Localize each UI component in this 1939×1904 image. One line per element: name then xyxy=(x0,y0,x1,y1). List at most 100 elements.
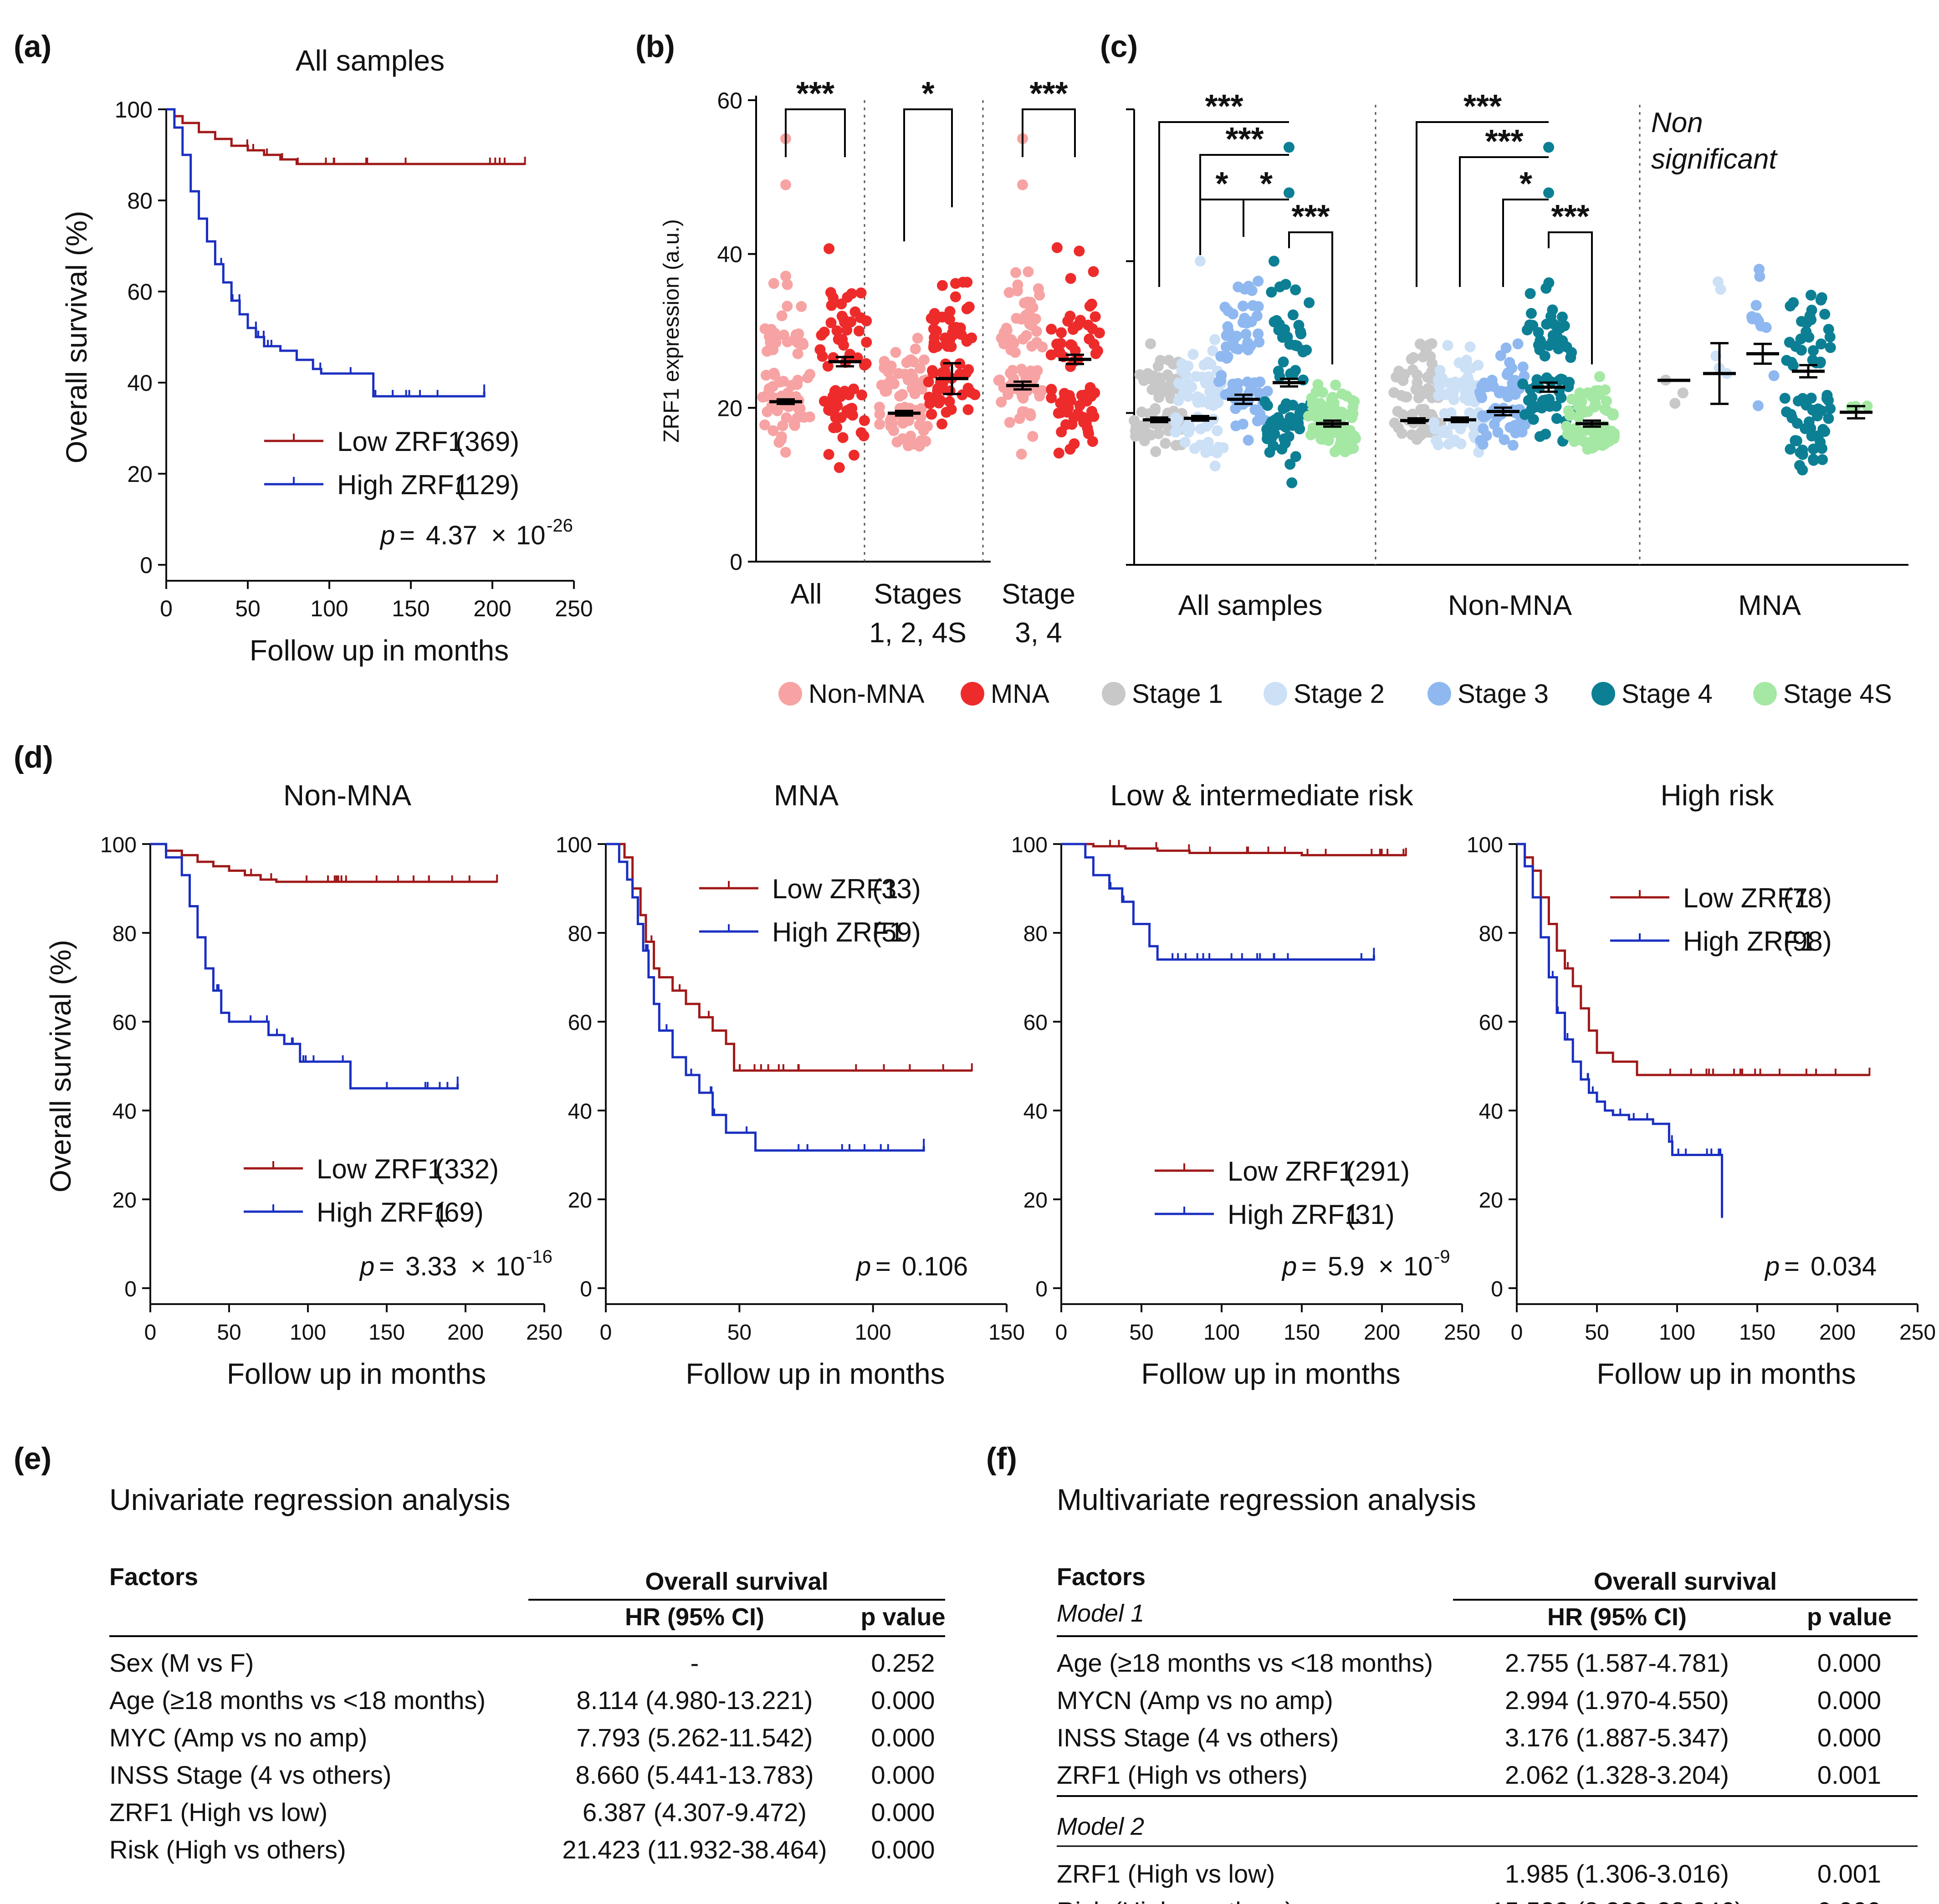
dot-stage4 xyxy=(1797,464,1808,476)
p-label: p xyxy=(1281,1252,1297,1281)
legend-label: High ZRF1 xyxy=(1683,926,1815,957)
y-tick-label: 20 xyxy=(1479,1188,1503,1213)
dot-stage3 xyxy=(1220,341,1232,353)
dot-stage4 xyxy=(1808,455,1819,466)
dot-non_mna xyxy=(1003,287,1015,298)
dot-mna xyxy=(822,360,834,372)
y-tick-label: 20 xyxy=(127,461,153,487)
model-label: Model 1 xyxy=(1057,1600,1144,1627)
dot-stage4 xyxy=(1274,371,1285,383)
dot-non_mna xyxy=(1025,410,1036,421)
dot-stage4 xyxy=(1286,477,1298,488)
dot-stage3 xyxy=(1478,423,1489,435)
y-tick-label: 60 xyxy=(113,1011,137,1035)
dot-non_mna xyxy=(768,278,779,289)
dot-stage1 xyxy=(1414,338,1426,350)
dot-stage3 xyxy=(1254,408,1266,420)
legend-dot-non_mna xyxy=(778,682,802,706)
dot-stage3 xyxy=(1768,370,1780,381)
dot-mna xyxy=(962,404,974,415)
survival-curve-high xyxy=(150,843,459,1090)
dot-non_mna xyxy=(916,384,928,395)
dot-stage1 xyxy=(1133,420,1145,431)
dot-mna xyxy=(841,324,853,336)
dot-stage3 xyxy=(1221,330,1232,341)
dot-stage3 xyxy=(1246,316,1257,328)
dot-mna xyxy=(824,243,835,254)
dot-stage3 xyxy=(1230,403,1241,415)
dot-mna xyxy=(856,389,867,401)
dot-stage2 xyxy=(1209,334,1221,345)
y-tick-label: 40 xyxy=(1023,1100,1048,1124)
x-tick-label: 0 xyxy=(1055,1321,1068,1345)
dot-non_mna xyxy=(782,336,793,348)
dot-stage4 xyxy=(1823,413,1834,424)
dot-non_mna xyxy=(1026,340,1038,352)
dot-stage1 xyxy=(1138,375,1150,386)
x-axis-label: Follow up in months xyxy=(1141,1357,1400,1390)
dot-stage2 xyxy=(1461,354,1472,366)
dot-stage2 xyxy=(1459,393,1470,404)
dot-non_mna xyxy=(768,368,780,379)
dot-stage4 xyxy=(1543,187,1554,199)
dot-stage3 xyxy=(1512,338,1524,349)
table-title: Multivariate regression analysis xyxy=(1057,1483,1476,1516)
dot-mna xyxy=(848,383,860,394)
dot-non_mna xyxy=(912,333,923,344)
dot-stage4s xyxy=(1303,410,1314,422)
dot-non_mna xyxy=(777,420,788,431)
row-factor: ZRF1 (High vs low) xyxy=(109,1798,327,1827)
x-axis-label: Follow up in months xyxy=(250,634,509,667)
dot-mna xyxy=(1083,428,1094,440)
dot-stage4 xyxy=(1534,431,1545,442)
y-axis-label: ZRF1 expression (a.u.) xyxy=(660,219,684,443)
y-tick-label: 100 xyxy=(100,833,137,857)
x-tick-label: 100 xyxy=(290,1321,326,1345)
dot-mna xyxy=(950,291,961,302)
dot-stage4 xyxy=(1553,337,1564,348)
dot-mna xyxy=(819,395,830,407)
row-factor: MYCN (Amp vs no amp) xyxy=(1057,1686,1333,1715)
survival-curve-low xyxy=(150,843,497,883)
legend-label-stage3: Stage 3 xyxy=(1458,679,1549,709)
dot-stage4 xyxy=(1819,426,1831,437)
header-p: p value xyxy=(860,1603,945,1631)
dot-mna xyxy=(814,344,826,355)
dot-stage4 xyxy=(1557,311,1568,322)
dot-mna xyxy=(831,390,842,401)
legend-count: (78) xyxy=(1783,883,1832,913)
dot-stage1 xyxy=(1425,351,1436,362)
group-label: 3, 4 xyxy=(1015,617,1062,649)
dot-stage1 xyxy=(1160,384,1172,395)
survival-curve-high xyxy=(1061,843,1375,961)
dot-stage4s xyxy=(1326,394,1337,405)
dot-mna xyxy=(1055,338,1067,349)
significance-bracket xyxy=(785,108,846,157)
dot-mna xyxy=(860,358,872,369)
dot-non_mna xyxy=(1037,341,1048,353)
significance-bracket xyxy=(1022,108,1076,157)
legend-label: Low ZRF1 xyxy=(1683,883,1809,913)
row-factor: INSS Stage (4 vs others) xyxy=(1057,1723,1339,1752)
x-tick-label: 250 xyxy=(555,596,593,621)
dot-mna xyxy=(1085,382,1096,393)
row-p: 0.001 xyxy=(1817,1761,1881,1789)
dot-stage4s xyxy=(1582,406,1594,417)
row-hr: 21.423 (11.932-38.464) xyxy=(562,1835,827,1864)
x-tick-label: 200 xyxy=(1819,1321,1856,1345)
dot-stage4 xyxy=(1825,403,1836,415)
dot-mna xyxy=(1053,447,1064,459)
dot-stage1 xyxy=(1422,383,1434,394)
dot-mna xyxy=(842,292,853,303)
dot-stage4 xyxy=(1812,410,1823,422)
dot-stage4 xyxy=(1806,393,1817,404)
dot-stage4 xyxy=(1290,451,1301,462)
legend-count: (31) xyxy=(1346,1199,1395,1230)
dot-stage1 xyxy=(1412,377,1423,388)
dot-plot-c: All samples Non-MNA MNA******* ************… xyxy=(1126,88,1908,621)
dot-stage2 xyxy=(1212,425,1223,436)
dot-mna xyxy=(823,449,834,460)
dot-stage2 xyxy=(1442,340,1453,351)
dot-stage4 xyxy=(1779,393,1791,404)
dot-stage1 xyxy=(1426,338,1438,349)
